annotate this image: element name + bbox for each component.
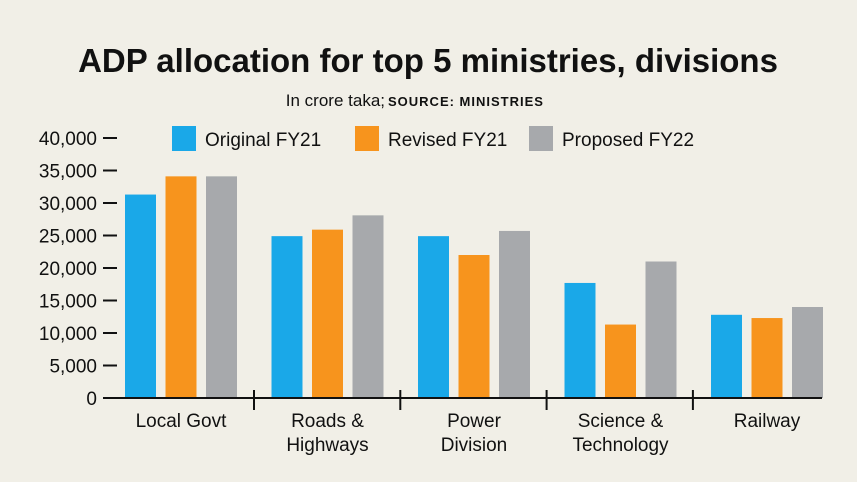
y-tick-label: 10,000	[39, 324, 97, 345]
bar	[564, 282, 596, 398]
x-axis: Local Govt Roads & Highways Power Division Sc…	[108, 390, 822, 456]
bar	[125, 194, 156, 398]
y-tick-label: 20,000	[39, 259, 97, 280]
y-axis: 0 5,000 10,000 15,000 20,000 25,000 30,000 35,0…	[39, 129, 117, 410]
y-tick-label: 35,000	[39, 162, 97, 183]
legend: Original FY21 Revised FY21 Proposed FY22	[172, 126, 694, 151]
bar	[605, 324, 636, 398]
y-tick-label: 40,000	[39, 129, 97, 150]
bars	[125, 176, 823, 398]
chart-title: ADP allocation for top 5 ministries, div…	[78, 42, 778, 79]
legend-swatch	[355, 126, 379, 151]
bar	[206, 176, 237, 398]
y-tick-label: 0	[86, 389, 97, 410]
bar	[312, 229, 343, 398]
bar	[352, 215, 384, 398]
bar	[792, 307, 823, 398]
bar	[645, 261, 677, 398]
bar	[751, 318, 783, 398]
bar	[271, 236, 303, 398]
legend-label: Proposed FY22	[562, 130, 694, 151]
chart-source: SOURCE: MINISTRIES	[388, 94, 544, 109]
bar	[418, 236, 449, 398]
y-tick-label: 30,000	[39, 194, 97, 215]
legend-swatch	[529, 126, 553, 151]
y-tick-label: 5,000	[49, 357, 97, 378]
category-label: Power Division	[441, 411, 508, 456]
bar	[499, 230, 530, 398]
category-label: Local Govt	[136, 411, 228, 432]
legend-label: Revised FY21	[388, 130, 507, 151]
bar	[711, 314, 742, 398]
chart-subtitle: In crore taka;	[286, 91, 385, 110]
legend-label: Original FY21	[205, 130, 321, 151]
category-label: Railway	[734, 411, 801, 432]
bar	[165, 176, 197, 398]
category-label: Science & Technology	[572, 411, 669, 456]
category-label: Roads & Highways	[286, 411, 368, 456]
bar	[458, 255, 490, 398]
legend-swatch	[172, 126, 196, 151]
y-tick-label: 15,000	[39, 292, 97, 313]
y-tick-label: 25,000	[39, 227, 97, 248]
